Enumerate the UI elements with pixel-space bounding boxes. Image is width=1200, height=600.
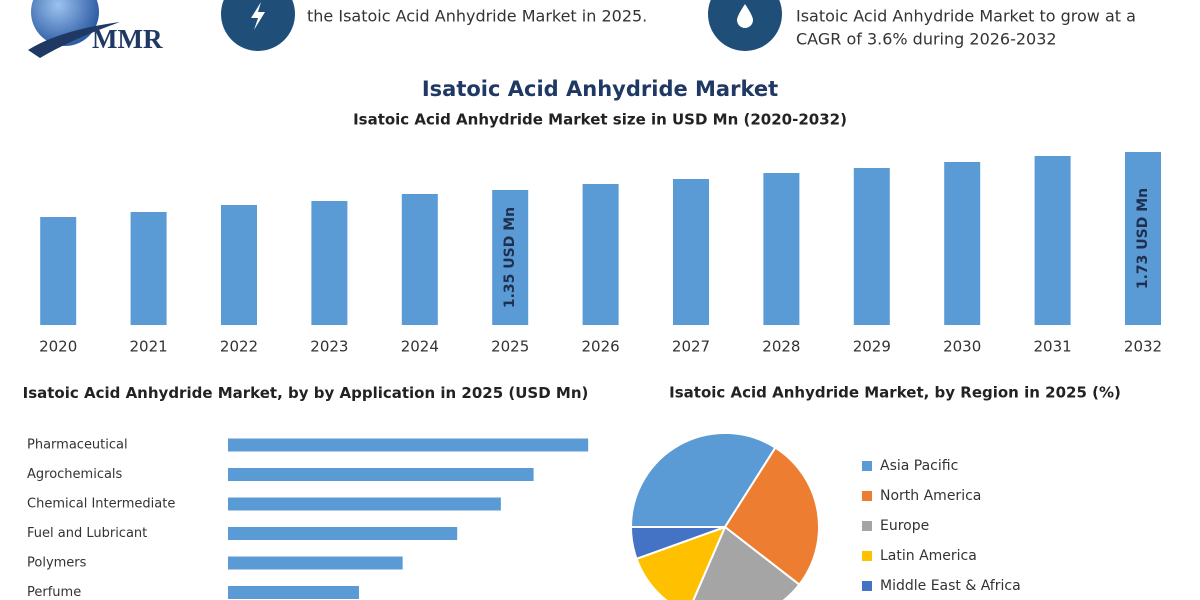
bar <box>311 201 348 325</box>
bar <box>228 438 589 452</box>
pie-slice <box>629 526 726 561</box>
bar <box>673 179 709 325</box>
icon-bolt <box>251 2 265 30</box>
icon-circle <box>221 0 295 51</box>
legend-swatch <box>862 461 872 471</box>
logo-text: MMR <box>92 24 163 54</box>
bar <box>492 190 529 325</box>
legend-label: Europe <box>880 518 929 534</box>
y-tick-label: Chemical Intermediate <box>27 497 175 512</box>
x-tick-label: 2020 <box>39 338 77 356</box>
bar <box>130 212 167 325</box>
logo-swoosh <box>28 22 120 58</box>
chart-title: Isatoic Acid Anhydride Market, by by App… <box>22 384 589 402</box>
pie-slice <box>692 525 801 600</box>
note-text: the Isatoic Acid Anhydride Market in 202… <box>307 7 647 26</box>
x-tick-label: 2031 <box>1034 338 1072 356</box>
bar <box>228 586 359 599</box>
chart-title: Isatoic Acid Anhydride Market, by Region… <box>669 384 1121 402</box>
x-tick-label: 2022 <box>220 338 258 356</box>
bar <box>228 468 534 481</box>
bar <box>763 173 800 325</box>
y-tick-label: Perfume <box>27 585 81 600</box>
icon-drop <box>737 4 753 28</box>
legend-swatch <box>862 581 872 591</box>
legend-label: Latin America <box>880 548 977 564</box>
bar <box>582 184 619 325</box>
legend-label: Asia Pacific <box>880 458 958 474</box>
bar <box>228 527 458 540</box>
y-tick-label: Polymers <box>27 556 87 571</box>
bar <box>221 205 257 325</box>
legend-label: North America <box>880 488 981 504</box>
x-tick-label: 2028 <box>762 338 800 356</box>
note-text: CAGR of 3.6% during 2026-2032 <box>796 30 1057 49</box>
x-tick-label: 2023 <box>310 338 348 356</box>
chart-subtitle: Isatoic Acid Anhydride Market size in US… <box>353 111 847 129</box>
x-tick-label: 2032 <box>1124 338 1162 356</box>
chart-title: Isatoic Acid Anhydride Market <box>422 77 778 101</box>
x-tick-label: 2027 <box>672 338 710 356</box>
x-tick-label: 2024 <box>401 338 439 356</box>
x-tick-label: 2029 <box>853 338 891 356</box>
bar <box>944 162 981 325</box>
x-tick-label: 2026 <box>582 338 620 356</box>
pie-slice <box>635 525 727 600</box>
data-label: 1.73 USD Mn <box>1135 188 1151 289</box>
note-text: Isatoic Acid Anhydride Market to grow at… <box>796 7 1136 26</box>
x-tick-label: 2021 <box>130 338 168 356</box>
bar <box>401 194 438 325</box>
data-label: 1.35 USD Mn <box>502 207 518 308</box>
bar <box>228 556 403 570</box>
legend-label: Middle East & Africa <box>880 578 1021 594</box>
bar <box>40 217 77 325</box>
x-tick-label: 2030 <box>943 338 981 356</box>
legend-swatch <box>862 491 872 501</box>
x-tick-label: 2025 <box>491 338 529 356</box>
legend-swatch <box>862 521 872 531</box>
bar <box>1125 152 1161 325</box>
bar <box>1034 156 1071 325</box>
bar <box>853 168 890 325</box>
y-tick-label: Fuel and Lubricant <box>27 526 147 541</box>
pie-slice <box>723 446 820 587</box>
y-tick-label: Agrochemicals <box>27 467 123 482</box>
bar <box>228 497 501 511</box>
legend-swatch <box>862 551 872 561</box>
y-tick-label: Pharmaceutical <box>27 438 128 453</box>
